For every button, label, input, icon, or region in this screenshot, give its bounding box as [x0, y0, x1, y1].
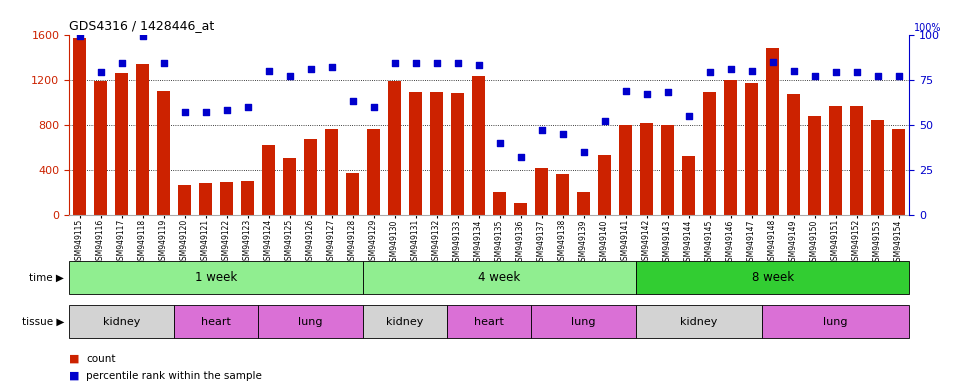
Text: ■: ■	[69, 371, 80, 381]
Point	[114, 60, 130, 66]
Point	[828, 70, 843, 76]
Point	[492, 140, 507, 146]
Text: heart: heart	[202, 316, 231, 327]
Point	[345, 98, 360, 104]
Point	[198, 109, 213, 115]
Point	[471, 62, 487, 68]
Text: 4 week: 4 week	[478, 271, 520, 284]
Point	[366, 104, 381, 110]
Text: kidney: kidney	[103, 316, 140, 327]
Text: lung: lung	[299, 316, 323, 327]
Point	[387, 60, 402, 66]
Point	[177, 109, 192, 115]
Point	[156, 60, 171, 66]
Bar	[409, 92, 422, 215]
Text: 100%: 100%	[914, 23, 942, 33]
Text: 1 week: 1 week	[195, 271, 237, 284]
Bar	[808, 116, 821, 215]
Point	[576, 149, 591, 155]
Bar	[325, 129, 338, 215]
Bar	[536, 168, 548, 215]
Text: count: count	[86, 354, 116, 364]
Bar	[451, 93, 464, 215]
Bar	[661, 125, 674, 215]
Point	[660, 89, 675, 95]
Bar	[766, 48, 779, 215]
Bar	[304, 139, 317, 215]
Point	[639, 91, 655, 97]
Bar	[787, 94, 800, 215]
Point	[555, 131, 570, 137]
Point	[681, 113, 696, 119]
Bar	[179, 185, 191, 215]
Bar	[262, 145, 275, 215]
Bar	[893, 129, 905, 215]
Bar	[872, 120, 884, 215]
Point	[450, 60, 466, 66]
Bar	[577, 192, 589, 215]
Point	[702, 70, 717, 76]
Text: kidney: kidney	[681, 316, 718, 327]
Bar	[745, 83, 757, 215]
Bar	[640, 122, 653, 215]
Bar	[598, 155, 611, 215]
Bar	[73, 38, 85, 215]
Point	[282, 73, 298, 79]
Point	[597, 118, 612, 124]
Point	[324, 64, 339, 70]
Point	[534, 127, 549, 133]
Text: percentile rank within the sample: percentile rank within the sample	[86, 371, 262, 381]
Bar	[94, 81, 107, 215]
Point	[618, 88, 634, 94]
Bar	[472, 76, 485, 215]
Point	[303, 66, 319, 72]
Bar	[704, 92, 716, 215]
Text: lung: lung	[571, 316, 596, 327]
Bar	[515, 203, 527, 215]
Point	[849, 70, 864, 76]
Bar	[368, 129, 380, 215]
Bar	[851, 106, 863, 215]
Text: heart: heart	[474, 316, 504, 327]
Text: lung: lung	[824, 316, 848, 327]
Bar	[136, 64, 149, 215]
Point	[240, 104, 255, 110]
Point	[219, 107, 234, 113]
Bar	[157, 91, 170, 215]
Bar	[829, 106, 842, 215]
Bar	[347, 173, 359, 215]
Bar	[283, 157, 296, 215]
Bar	[556, 174, 569, 215]
Point	[408, 60, 423, 66]
Point	[135, 33, 151, 40]
Point	[261, 68, 276, 74]
Bar	[115, 73, 128, 215]
Point	[786, 68, 802, 74]
Text: kidney: kidney	[387, 316, 423, 327]
Bar	[683, 156, 695, 215]
Point	[807, 73, 823, 79]
Bar	[724, 80, 737, 215]
Point	[513, 154, 528, 161]
Bar	[493, 192, 506, 215]
Bar	[388, 81, 401, 215]
Point	[429, 60, 444, 66]
Text: GDS4316 / 1428446_at: GDS4316 / 1428446_at	[69, 19, 214, 32]
Bar	[619, 125, 632, 215]
Point	[891, 73, 906, 79]
Point	[744, 68, 759, 74]
Point	[870, 73, 885, 79]
Bar	[220, 182, 233, 215]
Text: ■: ■	[69, 354, 80, 364]
Bar	[430, 92, 443, 215]
Bar	[241, 181, 253, 215]
Point	[72, 33, 87, 40]
Bar	[200, 184, 212, 215]
Text: time ▶: time ▶	[30, 272, 64, 283]
Point	[765, 59, 780, 65]
Text: tissue ▶: tissue ▶	[22, 316, 64, 327]
Point	[93, 70, 108, 76]
Point	[723, 66, 738, 72]
Text: 8 week: 8 week	[752, 271, 794, 284]
